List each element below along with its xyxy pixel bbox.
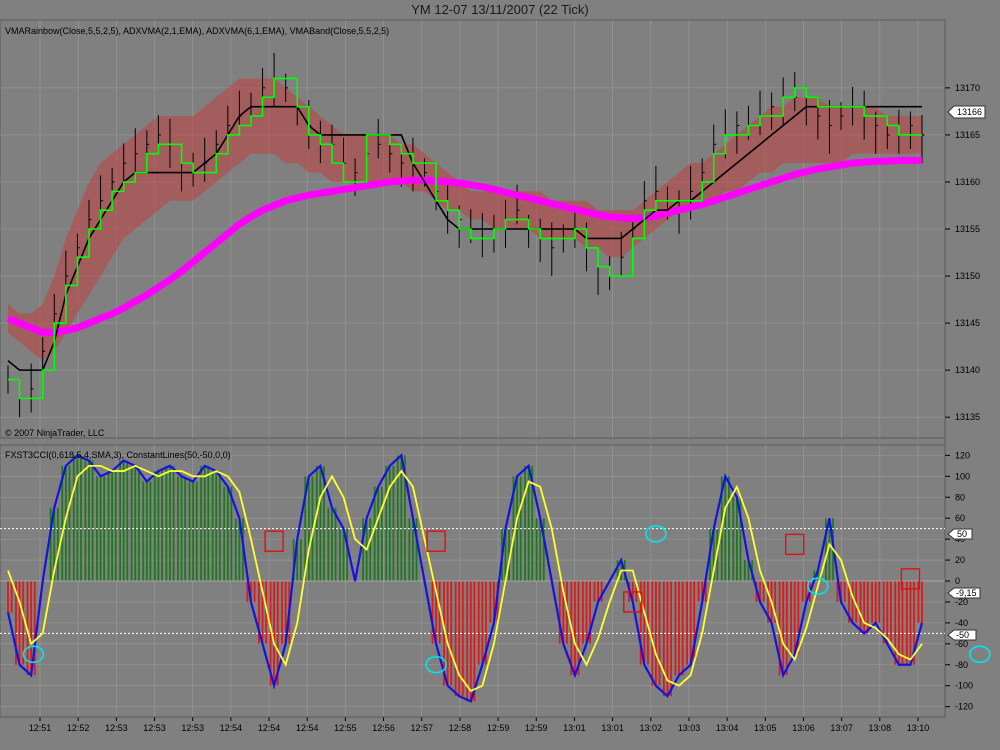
red-square-marker: [264, 530, 284, 552]
lower-line-tag: -50: [947, 629, 977, 641]
y-tick-label: 80: [955, 492, 965, 502]
red-square-marker: [785, 533, 805, 556]
x-tick-label: 12:56: [372, 723, 395, 733]
x-tick-label: 13:08: [869, 723, 892, 733]
x-tick-label: 12:59: [525, 723, 548, 733]
y-tick-label: 60: [955, 513, 965, 523]
y-tick-label: 13155: [955, 224, 980, 234]
x-tick-label: 12:57: [410, 723, 433, 733]
x-tick-label: 12:53: [143, 723, 166, 733]
upper-price-axis: 13135 13140 13145 13150 13155 13160 13165 13170: [945, 83, 980, 422]
y-tick-label: 13165: [955, 130, 980, 140]
time-axis: 12:51 12:52 12:53 12:53 12:53 12:54 12:54 12:54…: [0, 716, 945, 733]
copyright-label: © 2007 NinjaTrader, LLC: [5, 428, 105, 438]
x-tick-label: 13:05: [754, 723, 777, 733]
red-square-marker: [623, 591, 643, 613]
lower-lines: [0, 453, 945, 703]
y-tick-label: -20: [955, 597, 968, 607]
last-price-tag: 13166: [947, 105, 986, 119]
y-tick-label: 20: [955, 555, 965, 565]
y-tick-label: 13170: [955, 83, 980, 93]
x-tick-label: 12:53: [105, 723, 128, 733]
y-tick-label: -80: [955, 660, 968, 670]
x-tick-label: 13:03: [678, 723, 701, 733]
x-tick-label: 13:01: [601, 723, 624, 733]
y-tick-label: -100: [955, 681, 973, 691]
y-tick-label: 120: [955, 450, 970, 460]
chart-title: YM 12-07 13/11/2007 (22 Tick): [411, 2, 589, 17]
svg-text:-50: -50: [956, 630, 969, 640]
x-tick-label: 13:04: [716, 723, 739, 733]
band-area: [8, 78, 922, 361]
cci-yellow-line: [7, 464, 923, 693]
x-tick-label: 12:54: [220, 723, 243, 733]
upper-lines: [6, 77, 922, 400]
y-tick-label: -120: [955, 702, 973, 712]
cyan-circle-marker: [22, 645, 45, 664]
x-tick-label: 12:53: [181, 723, 204, 733]
cyan-circle-marker: [969, 645, 991, 664]
x-tick-label: 12:51: [29, 723, 52, 733]
red-square-marker: [900, 568, 921, 590]
upper-indicator-label: VMARainbow(Close,5,5,2,5), ADXVMA(2,1,EM…: [5, 26, 389, 36]
lower-indicator-label: FXST3CCI(0,618,5,4,SMA,3), ConstantLines…: [5, 450, 231, 460]
cci-markers: [22, 525, 991, 674]
x-tick-label: 12:52: [67, 723, 90, 733]
y-tick-label: 100: [955, 471, 970, 481]
vmaband-magenta-line: [6, 156, 922, 336]
svg-text:50: 50: [957, 529, 967, 539]
y-tick-label: 13145: [955, 318, 980, 328]
x-tick-label: 12:54: [258, 723, 281, 733]
x-tick-label: 13:06: [792, 723, 815, 733]
cyan-circle-marker: [807, 577, 829, 596]
y-tick-label: 0: [955, 576, 960, 586]
x-tick-label: 13:02: [640, 723, 663, 733]
x-tick-label: 12:58: [449, 723, 472, 733]
lower-value-axis: 120100806040200-20-40-60-80-100-120: [945, 450, 973, 712]
cyan-circle-marker: [425, 655, 447, 674]
x-tick-label: 12:54: [296, 723, 319, 733]
svg-text:-9,15: -9,15: [956, 588, 977, 598]
x-tick-label: 13:10: [907, 723, 930, 733]
cyan-circle-marker: [645, 525, 667, 543]
cci-blue-line: [6, 453, 924, 703]
current-cci-tag: -9,15: [947, 587, 981, 599]
red-square-marker: [426, 530, 446, 552]
x-tick-label: 12:59: [487, 723, 510, 733]
x-tick-label: 13:07: [830, 723, 853, 733]
y-tick-label: 13150: [955, 271, 980, 281]
x-tick-label: 12:55: [334, 723, 357, 733]
upper-line-tag: 50: [947, 528, 973, 540]
y-tick-label: -60: [955, 639, 968, 649]
y-tick-label: 13160: [955, 177, 980, 187]
y-tick-label: -40: [955, 618, 968, 628]
x-tick-label: 13:01: [563, 723, 586, 733]
vma-band: [8, 78, 922, 361]
y-tick-label: 13140: [955, 365, 980, 375]
y-tick-label: 13135: [955, 412, 980, 422]
svg-text:13166: 13166: [957, 107, 982, 117]
adxvma-fast-line: [8, 77, 922, 400]
